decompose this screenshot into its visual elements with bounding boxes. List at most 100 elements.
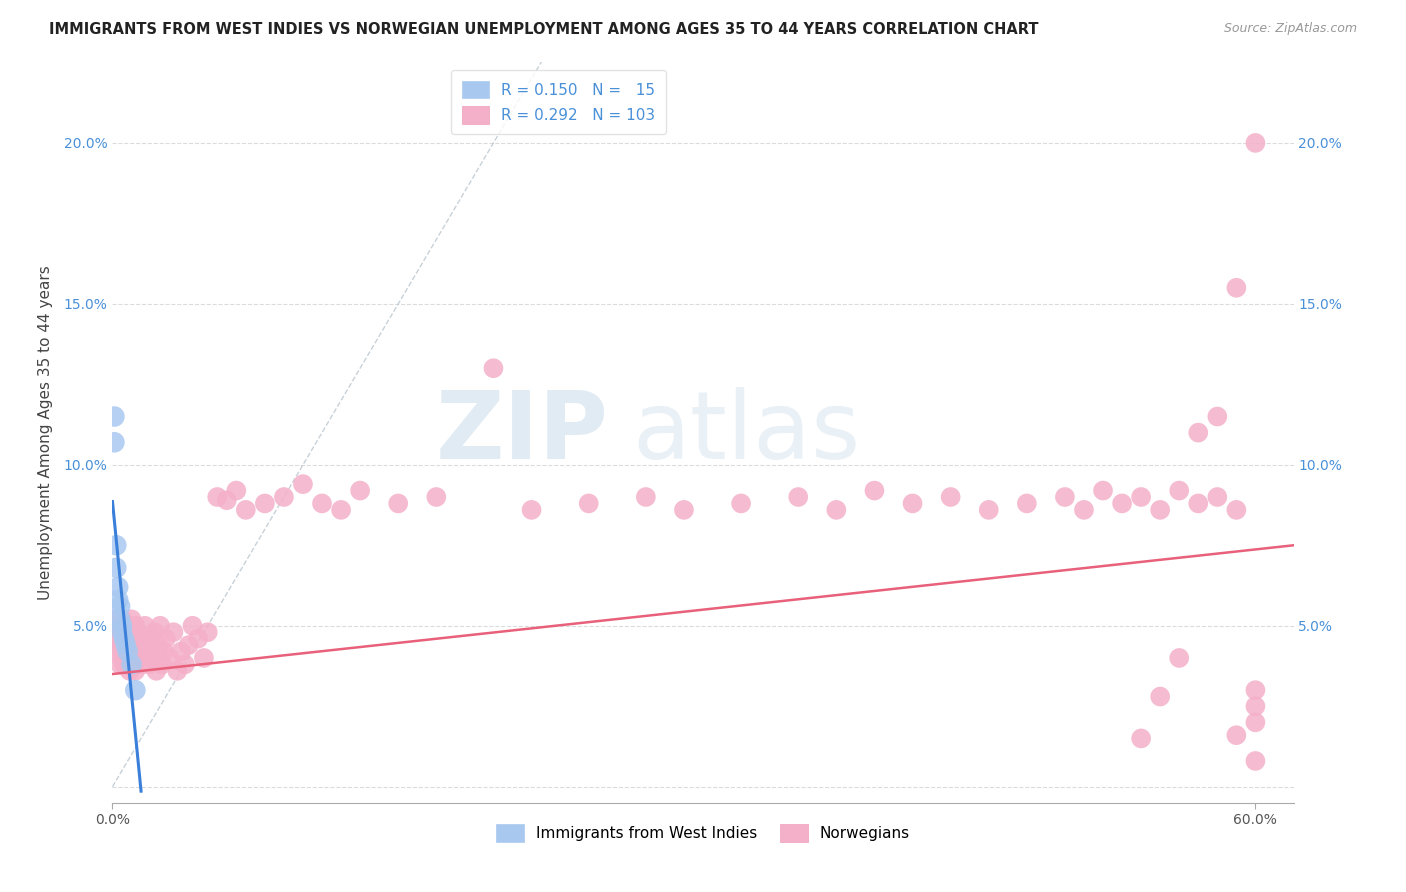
Point bbox=[121, 651, 143, 665]
Point bbox=[107, 619, 129, 633]
Point bbox=[215, 493, 238, 508]
Point bbox=[177, 638, 200, 652]
Point bbox=[127, 644, 149, 658]
Point bbox=[235, 503, 257, 517]
Point bbox=[118, 664, 141, 678]
Point bbox=[117, 644, 139, 658]
Point bbox=[145, 664, 167, 678]
Point bbox=[108, 644, 131, 658]
Point bbox=[108, 599, 131, 614]
Point bbox=[166, 664, 188, 678]
Point bbox=[129, 632, 152, 646]
Point bbox=[162, 625, 184, 640]
Point bbox=[111, 651, 134, 665]
Point bbox=[150, 657, 173, 672]
Legend: Immigrants from West Indies, Norwegians: Immigrants from West Indies, Norwegians bbox=[486, 814, 920, 851]
Point bbox=[114, 632, 136, 646]
Point bbox=[103, 632, 125, 646]
Point bbox=[387, 496, 409, 510]
Y-axis label: Unemployment Among Ages 35 to 44 years: Unemployment Among Ages 35 to 44 years bbox=[38, 265, 52, 600]
Point bbox=[103, 435, 125, 450]
Point bbox=[112, 632, 135, 646]
Point bbox=[111, 625, 134, 640]
Point bbox=[1168, 651, 1191, 665]
Point bbox=[124, 683, 146, 698]
Point bbox=[105, 625, 128, 640]
Point bbox=[863, 483, 886, 498]
Point bbox=[112, 638, 135, 652]
Point bbox=[138, 657, 160, 672]
Point bbox=[128, 651, 150, 665]
Point bbox=[1073, 503, 1095, 517]
Point bbox=[139, 632, 162, 646]
Point bbox=[114, 657, 136, 672]
Point bbox=[117, 625, 139, 640]
Point bbox=[330, 503, 353, 517]
Point bbox=[141, 651, 163, 665]
Point bbox=[193, 651, 215, 665]
Point bbox=[1244, 683, 1267, 698]
Point bbox=[108, 612, 131, 626]
Point bbox=[121, 632, 143, 646]
Point bbox=[107, 593, 129, 607]
Point bbox=[134, 619, 156, 633]
Point bbox=[672, 503, 695, 517]
Text: atlas: atlas bbox=[633, 386, 860, 479]
Point bbox=[634, 490, 657, 504]
Point bbox=[1092, 483, 1115, 498]
Point bbox=[155, 632, 177, 646]
Point bbox=[349, 483, 371, 498]
Point bbox=[117, 644, 139, 658]
Point bbox=[187, 632, 209, 646]
Point bbox=[825, 503, 848, 517]
Point bbox=[207, 490, 229, 504]
Point bbox=[153, 644, 176, 658]
Point bbox=[111, 619, 134, 633]
Point bbox=[578, 496, 600, 510]
Point bbox=[181, 619, 204, 633]
Point bbox=[103, 409, 125, 424]
Point bbox=[1053, 490, 1076, 504]
Point bbox=[111, 612, 134, 626]
Point bbox=[1244, 754, 1267, 768]
Point bbox=[111, 632, 134, 646]
Point bbox=[149, 619, 172, 633]
Point bbox=[122, 657, 145, 672]
Point bbox=[939, 490, 962, 504]
Point bbox=[482, 361, 505, 376]
Point bbox=[197, 625, 219, 640]
Point bbox=[311, 496, 333, 510]
Point bbox=[114, 651, 136, 665]
Point bbox=[1168, 483, 1191, 498]
Point bbox=[1130, 731, 1153, 746]
Point bbox=[1015, 496, 1038, 510]
Point bbox=[129, 657, 152, 672]
Point bbox=[291, 477, 314, 491]
Point bbox=[1149, 690, 1171, 704]
Text: IMMIGRANTS FROM WEST INDIES VS NORWEGIAN UNEMPLOYMENT AMONG AGES 35 TO 44 YEARS : IMMIGRANTS FROM WEST INDIES VS NORWEGIAN… bbox=[49, 22, 1039, 37]
Point bbox=[118, 638, 141, 652]
Point bbox=[132, 638, 155, 652]
Point bbox=[977, 503, 1000, 517]
Point bbox=[121, 657, 143, 672]
Point bbox=[1225, 281, 1247, 295]
Point bbox=[124, 619, 146, 633]
Point bbox=[124, 664, 146, 678]
Point bbox=[107, 638, 129, 652]
Point bbox=[1225, 728, 1247, 742]
Point bbox=[127, 625, 149, 640]
Point bbox=[122, 638, 145, 652]
Point bbox=[108, 619, 131, 633]
Point bbox=[105, 561, 128, 575]
Point bbox=[1206, 490, 1229, 504]
Point bbox=[107, 580, 129, 594]
Text: ZIP: ZIP bbox=[436, 386, 609, 479]
Point bbox=[105, 612, 128, 626]
Point bbox=[148, 638, 170, 652]
Point bbox=[1244, 715, 1267, 730]
Point bbox=[1187, 425, 1209, 440]
Point bbox=[112, 619, 135, 633]
Point bbox=[173, 657, 195, 672]
Point bbox=[425, 490, 447, 504]
Point bbox=[520, 503, 543, 517]
